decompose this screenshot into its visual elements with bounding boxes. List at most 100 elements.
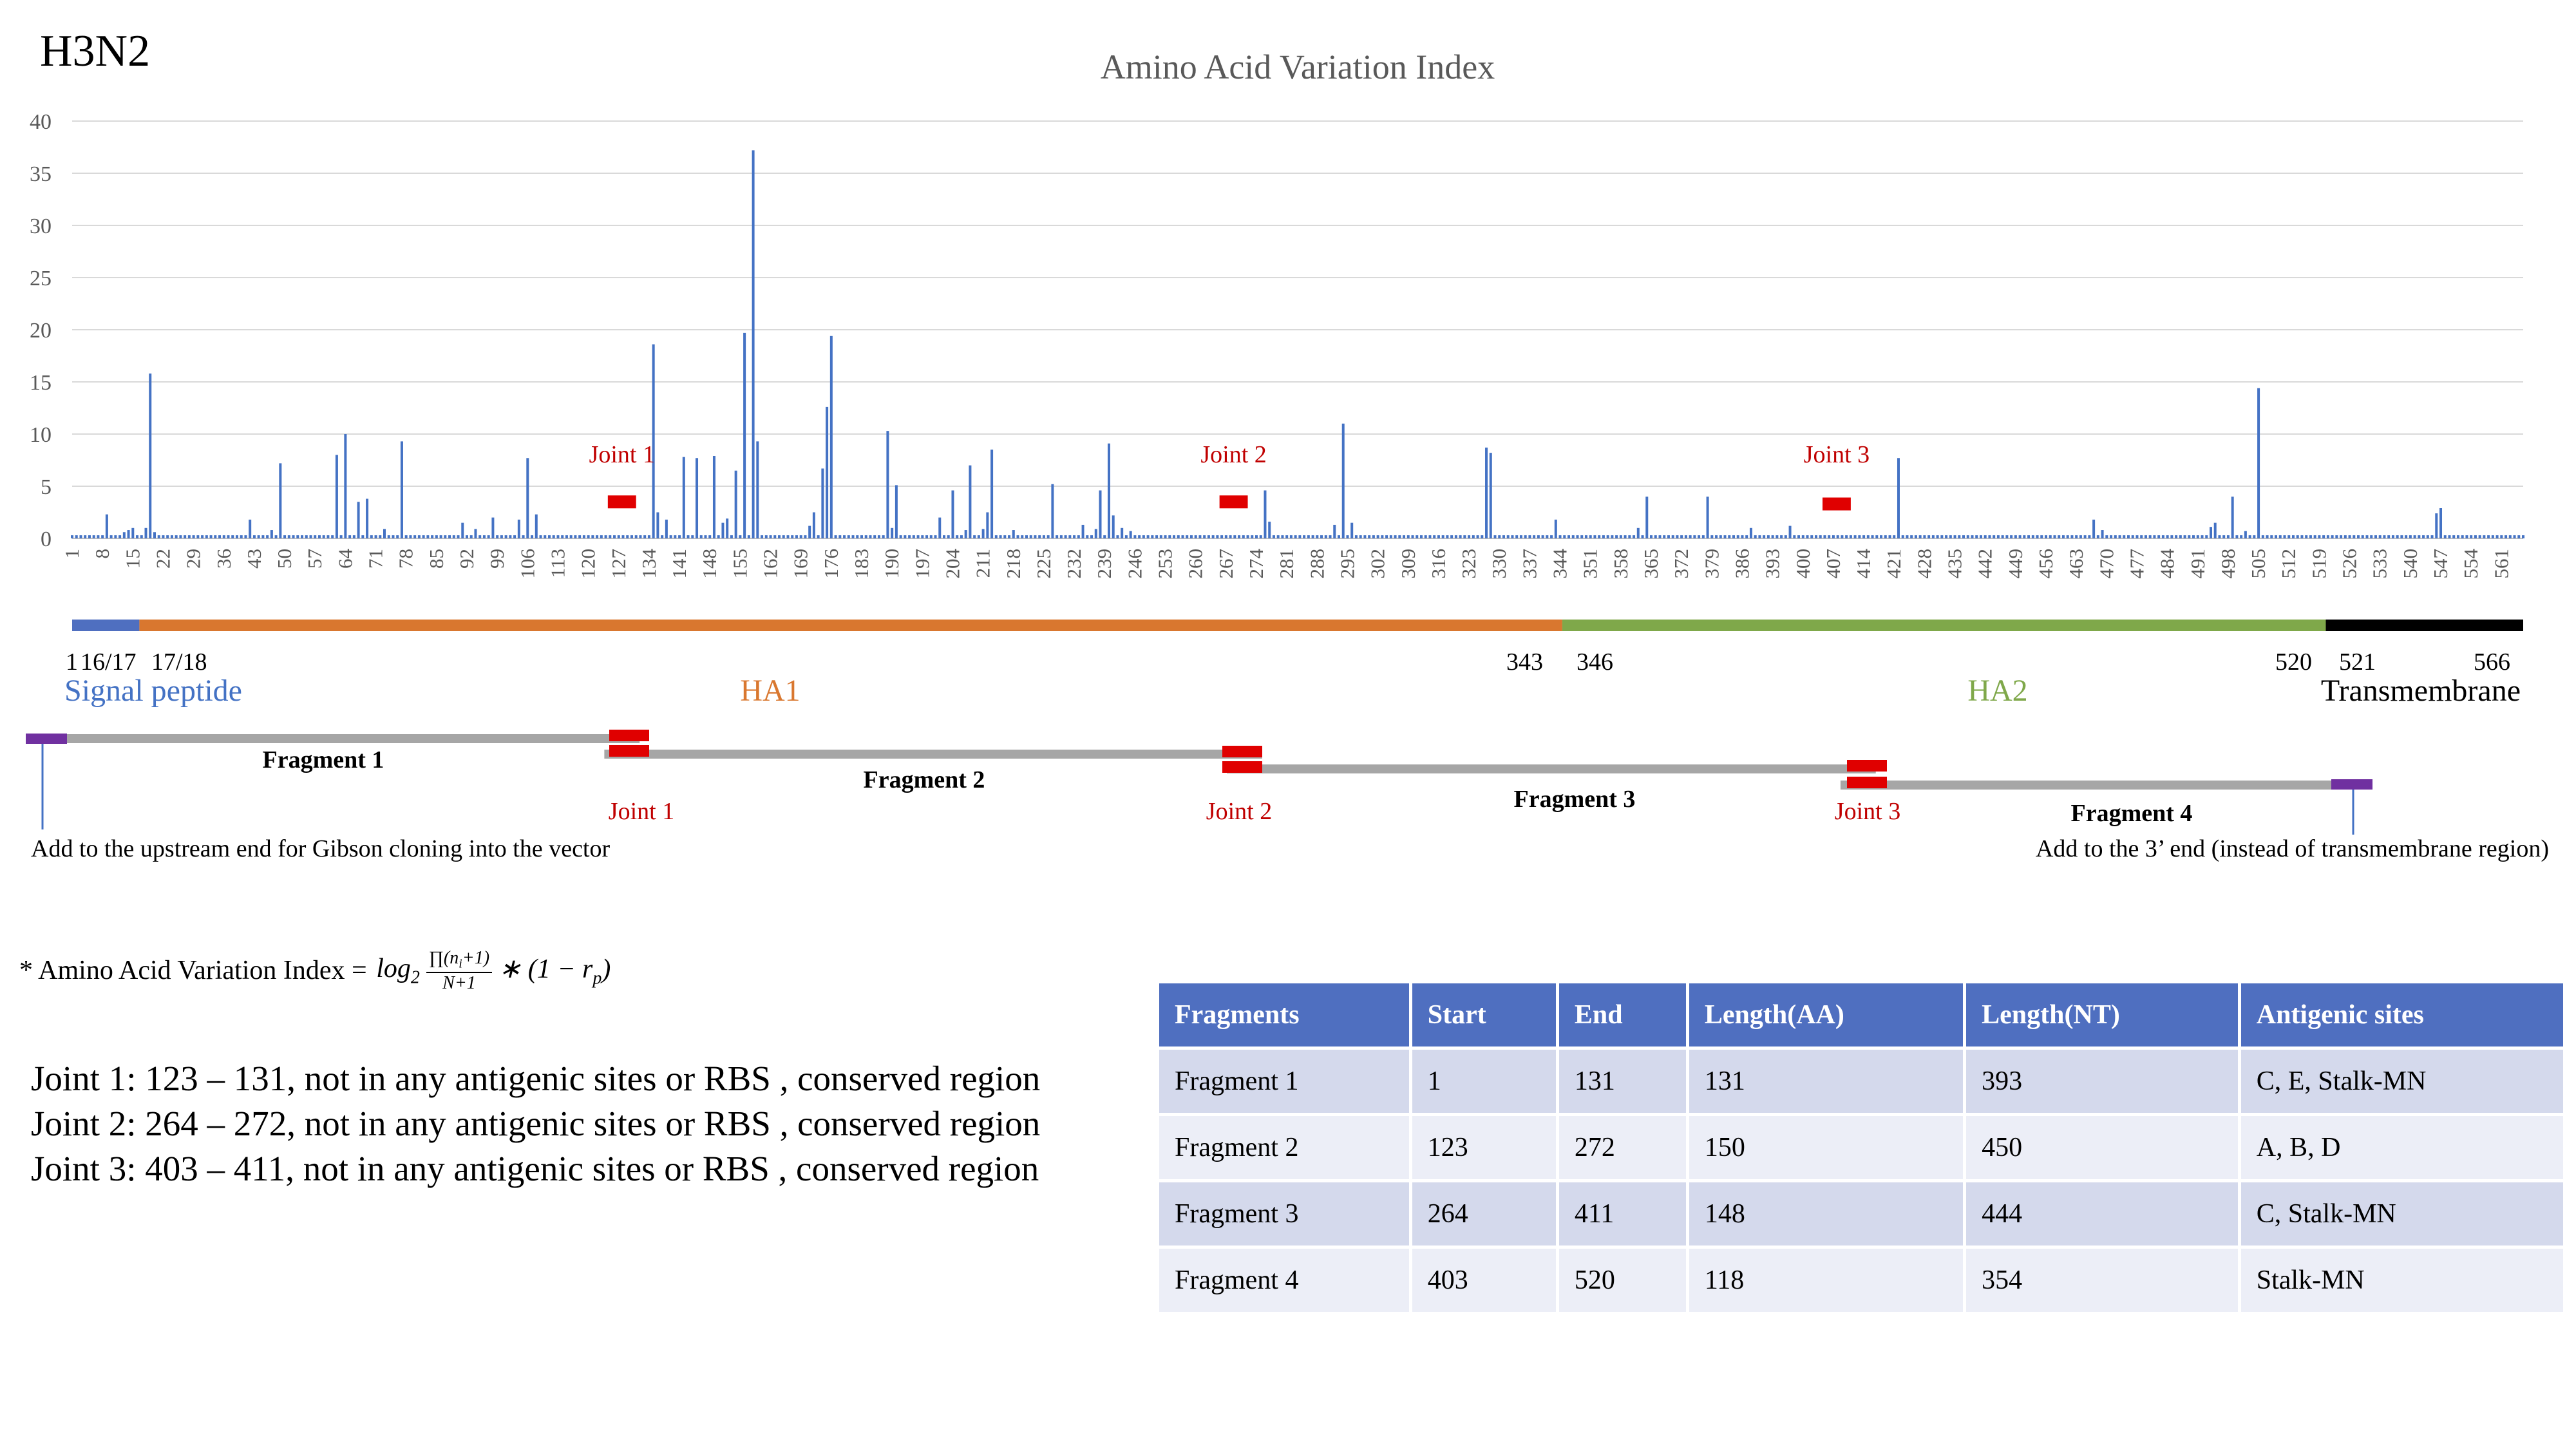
x-tick-label: 449 bbox=[2004, 549, 2027, 579]
domain-segment bbox=[72, 620, 140, 631]
x-tick-label: 365 bbox=[1640, 549, 1662, 579]
x-tick-label: 50 bbox=[273, 549, 296, 569]
fragment-bar bbox=[1840, 781, 2331, 790]
x-tick-label: 505 bbox=[2247, 549, 2269, 579]
x-tick-label: 435 bbox=[1944, 549, 1966, 579]
x-tick-label: 253 bbox=[1154, 549, 1177, 579]
x-tick-label: 211 bbox=[972, 549, 994, 578]
table-cell: C, Stalk-MN bbox=[2240, 1182, 2563, 1245]
domain-number: 520 bbox=[2275, 649, 2312, 676]
table-row: Fragment 4 403 520 118 354 Stalk-MN bbox=[1159, 1249, 2563, 1312]
x-tick-label: 498 bbox=[2217, 549, 2239, 579]
domain-segment bbox=[1562, 620, 2326, 631]
joint-marker bbox=[607, 495, 636, 509]
x-tick-label: 71 bbox=[365, 549, 387, 569]
table-cell: Stalk-MN bbox=[2240, 1249, 2563, 1312]
x-tick-label: 148 bbox=[698, 549, 721, 579]
y-tick-label: 35 bbox=[30, 162, 52, 186]
x-tick-label: 316 bbox=[1427, 549, 1450, 579]
x-tick-label: 57 bbox=[303, 549, 326, 569]
table-cell: 393 bbox=[1966, 1050, 2238, 1113]
table-cell: Fragment 2 bbox=[1159, 1116, 1409, 1179]
x-tick-label: 372 bbox=[1670, 549, 1692, 579]
x-tick-label: 491 bbox=[2186, 549, 2209, 579]
table-cell: 148 bbox=[1689, 1182, 1964, 1245]
fragment-label: Fragment 2 bbox=[864, 766, 985, 793]
fragment-bar bbox=[66, 734, 640, 743]
formula-prefix: * Amino Acid Variation Index = bbox=[19, 956, 374, 986]
joint-note-list: Joint 1: 123 – 131, not in any antigenic… bbox=[31, 1056, 1040, 1191]
table-cell: 264 bbox=[1412, 1182, 1556, 1245]
joint-schematic-label: Joint 2 bbox=[1206, 798, 1272, 825]
x-tick-label: 519 bbox=[2307, 549, 2330, 579]
x-tick-label: 204 bbox=[941, 549, 963, 579]
x-tick-label: 267 bbox=[1215, 549, 1237, 579]
x-tick-label: 120 bbox=[577, 549, 600, 579]
joint-note: Joint 3: 403 – 411, not in any antigenic… bbox=[31, 1149, 1039, 1188]
table-row: Fragment 2 123 272 150 450 A, B, D bbox=[1159, 1116, 2563, 1179]
x-tick-label: 218 bbox=[1002, 549, 1025, 579]
y-tick-label: 25 bbox=[30, 267, 52, 290]
domain-number: 346 bbox=[1577, 649, 1613, 676]
y-tick-label: 20 bbox=[30, 319, 52, 343]
x-tick-label: 1 bbox=[61, 549, 83, 559]
domain-label: HA1 bbox=[740, 674, 800, 708]
x-tick-label: 526 bbox=[2338, 549, 2361, 579]
x-tick-label: 8 bbox=[91, 549, 113, 559]
y-tick-label: 15 bbox=[30, 371, 52, 395]
joint-block bbox=[1222, 761, 1262, 773]
x-tick-label: 295 bbox=[1336, 549, 1358, 579]
fragment-label: Fragment 3 bbox=[1514, 786, 1636, 813]
x-tick-label: 407 bbox=[1822, 549, 1844, 579]
joint-schematic-label: Joint 3 bbox=[1835, 798, 1900, 825]
table-row: Fragment 1 1 131 131 393 C, E, Stalk-MN bbox=[1159, 1050, 2563, 1113]
x-tick-label: 15 bbox=[121, 549, 144, 569]
x-tick-label: 78 bbox=[395, 549, 417, 569]
x-tick-label: 393 bbox=[1761, 549, 1784, 579]
table-cell: 411 bbox=[1558, 1182, 1686, 1245]
corner-label: H3N2 bbox=[40, 26, 151, 76]
x-tick-label: 386 bbox=[1730, 549, 1753, 579]
domain-number: 566 bbox=[2474, 649, 2510, 676]
x-tick-label: 400 bbox=[1792, 549, 1814, 579]
x-tick-label: 533 bbox=[2369, 549, 2391, 579]
x-tick-label: 302 bbox=[1367, 549, 1389, 579]
table-cell: Fragment 4 bbox=[1159, 1249, 1409, 1312]
x-tick-label: 414 bbox=[1852, 549, 1875, 579]
x-tick-label: 225 bbox=[1032, 549, 1055, 579]
x-tick-label: 134 bbox=[638, 549, 660, 579]
domain-number: 16/17 bbox=[80, 649, 137, 676]
table-header-row: Fragments Start End Length(AA) Length(NT… bbox=[1159, 983, 2563, 1046]
downstream-note: Add to the 3’ end (instead of transmembr… bbox=[2035, 835, 2549, 862]
table-cell: 450 bbox=[1966, 1116, 2238, 1179]
x-tick-label: 477 bbox=[2125, 549, 2148, 579]
domain-label: Transmembrane bbox=[2321, 674, 2521, 708]
x-tick-label: 113 bbox=[546, 549, 569, 578]
adapter-upstream bbox=[26, 734, 67, 744]
table-cell: 354 bbox=[1966, 1249, 2238, 1312]
x-tick-label: 323 bbox=[1457, 549, 1480, 579]
joint-marker-label: Joint 2 bbox=[1200, 441, 1266, 468]
x-tick-label: 183 bbox=[850, 549, 873, 579]
x-tick-label: 344 bbox=[1549, 549, 1571, 579]
x-tick-label: 99 bbox=[486, 549, 508, 569]
fragment-bar bbox=[604, 750, 1262, 759]
x-tick-label: 176 bbox=[820, 549, 842, 579]
table-cell: 272 bbox=[1558, 1116, 1686, 1179]
table-cell: 118 bbox=[1689, 1249, 1964, 1312]
joint-marker-label: Joint 1 bbox=[589, 441, 655, 468]
x-tick-label: 309 bbox=[1397, 549, 1419, 579]
x-tick-label: 197 bbox=[911, 549, 933, 579]
x-tick-label: 463 bbox=[2065, 549, 2087, 579]
x-tick-label: 246 bbox=[1123, 549, 1146, 579]
fragment-bar bbox=[1226, 764, 1876, 773]
x-tick-label: 512 bbox=[2277, 549, 2300, 579]
table-cell: A, B, D bbox=[2240, 1116, 2563, 1179]
x-tick-label: 547 bbox=[2429, 549, 2452, 579]
x-tick-label: 281 bbox=[1275, 549, 1298, 579]
x-tick-label: 127 bbox=[607, 549, 630, 579]
table-cell: 403 bbox=[1412, 1249, 1556, 1312]
x-tick-label: 330 bbox=[1488, 549, 1510, 579]
x-tick-label: 22 bbox=[151, 549, 174, 569]
table-cell: 131 bbox=[1558, 1050, 1686, 1113]
